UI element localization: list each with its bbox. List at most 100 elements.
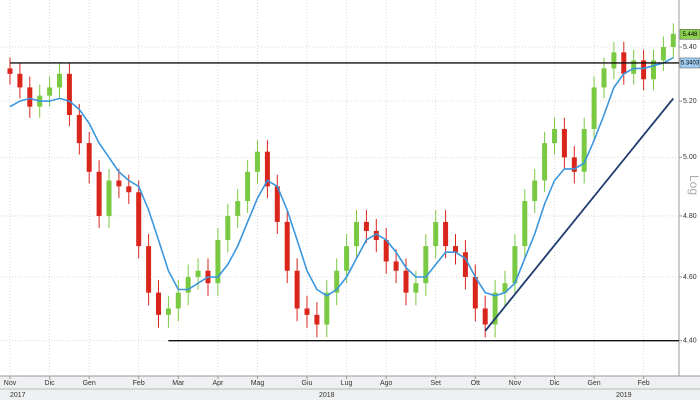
x-tick-label: Gen [83,380,96,387]
y-tick-label: 4.60 [683,274,697,281]
x-tick-label: Giu [302,380,313,387]
candle-body [344,246,350,271]
candle-body [235,201,241,216]
candle-body [146,246,152,293]
candle-body [443,221,449,247]
candle-body [433,221,439,247]
price-label-box [679,57,700,69]
candle-body [413,283,419,293]
candle-body [106,180,112,216]
candle-body [552,128,557,144]
candle-body [17,73,23,88]
candle-body [314,314,320,325]
x-tick-label: Ott [471,380,480,387]
candle-body [393,261,399,271]
candle-body [363,221,369,231]
candle-body [611,52,617,69]
candle-body [651,60,656,80]
candle-body [284,221,290,271]
candle-body [116,180,122,187]
x-tick-label: Mar [172,380,185,387]
year-label: 2019 [616,392,632,399]
candle-body [304,308,310,315]
candle-body [354,221,359,247]
candle-body [670,33,676,48]
price-label: 5.3403 [681,61,700,67]
x-tick-label: Apr [212,380,224,387]
x-tick-label: Lug [341,380,353,387]
candle-body [561,128,567,158]
candle-body [423,246,429,284]
candle-body [334,270,340,293]
x-tick-label: Ago [380,380,393,387]
candle-body [185,276,191,293]
candle-body [522,201,528,247]
candle-body [7,68,13,74]
candle-body [601,68,607,88]
candle-body [57,73,62,88]
candle-body [502,283,508,293]
candle-body [542,143,548,181]
candle-body [27,87,33,107]
candle-body [324,292,330,325]
year-label: 2018 [319,392,335,399]
candle-body [76,114,82,144]
candle-body [215,240,221,284]
candle-body [641,60,647,80]
moving-average [9,56,674,297]
candle-body [591,87,597,129]
x-tick-label: Dic [549,380,560,387]
candle-body [126,186,132,193]
x-axis-band [0,376,700,400]
candle-body [245,171,251,202]
candle-body [294,270,300,309]
x-tick-label: Feb [638,380,650,387]
scale-label: Log [687,175,700,195]
y-tick-label: 4.80 [683,213,697,220]
candle-body [571,157,577,172]
candle-body [532,180,538,202]
candle-body [274,186,280,222]
price-label-box [679,29,700,40]
candle-body [383,240,389,262]
candle-body [373,230,379,241]
candle-body [264,151,270,187]
candle-body [581,128,587,172]
candle-body [96,171,102,216]
y-tick-label: 4.40 [683,338,697,345]
candle-body [225,215,231,241]
x-tick-label: Mag [251,380,265,387]
candle-body [156,292,161,315]
price-label: 5.448 [682,32,698,38]
candle-body [492,292,498,325]
candle-body [482,308,488,325]
trend-line [484,97,674,332]
candle-body [66,73,72,115]
candle-body [472,276,478,309]
x-tick-label: Dic [45,380,56,387]
candle-body [86,143,92,172]
candle-body [512,246,518,284]
candle-body [453,246,458,253]
x-tick-label: Set [430,380,441,387]
candle-body [175,292,181,309]
candle-body [631,60,637,74]
candle-body [195,270,201,277]
candle-body [660,47,666,61]
x-tick-label: Nov [4,380,17,387]
year-label: 2017 [10,392,26,399]
x-tick-label: Gen [587,380,600,387]
candle-body [136,192,142,247]
candle-body [47,87,53,96]
candle-body [403,270,409,293]
y-tick-label: 5.00 [683,154,697,161]
candle-body [165,308,171,315]
candle-body [255,151,260,172]
x-tick-label: Feb [133,380,145,387]
candle-body [462,252,468,277]
y-tick-label: 5.20 [683,98,697,105]
x-tick-label: Nov [509,380,522,387]
y-tick-label: 5.40 [683,44,697,51]
